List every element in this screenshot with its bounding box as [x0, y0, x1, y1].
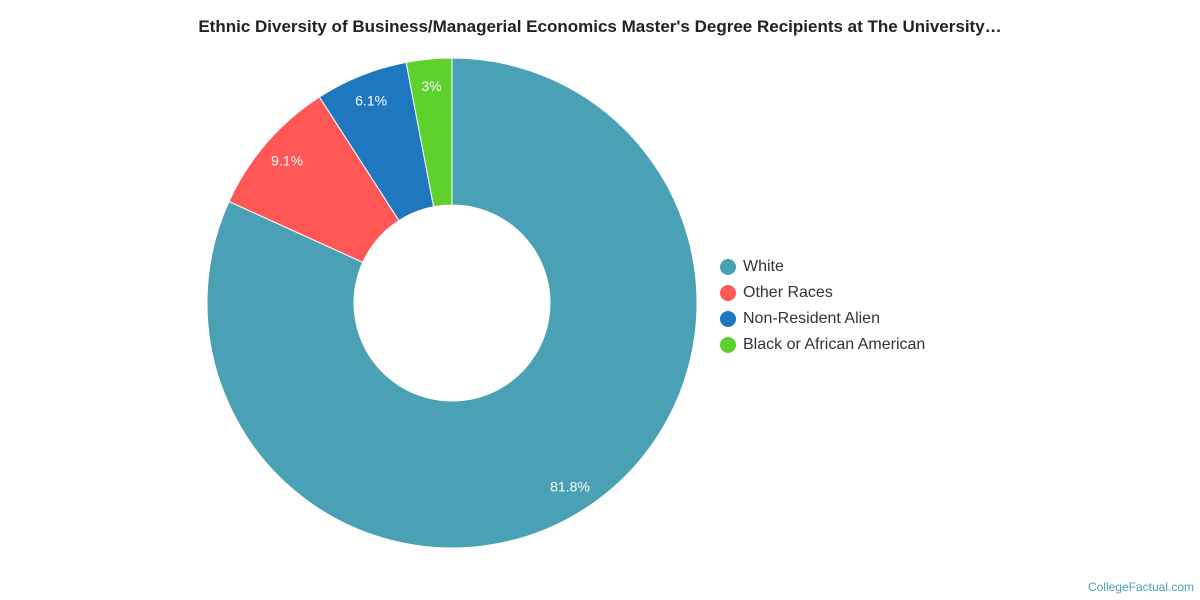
legend: White Other Races Non-Resident Alien Black …: [720, 254, 925, 358]
legend-label: Other Races: [743, 284, 833, 301]
data-label-white: 81.8%: [550, 478, 590, 494]
legend-label: Non-Resident Alien: [743, 310, 880, 327]
legend-swatch: [720, 259, 736, 275]
legend-item-other-races[interactable]: Other Races: [720, 280, 925, 306]
legend-label: White: [743, 258, 784, 275]
slice-black-or-african-american[interactable]: [405, 57, 453, 208]
legend-swatch: [720, 285, 736, 301]
data-label-other-races: 9.1%: [271, 152, 303, 168]
legend-swatch: [720, 311, 736, 327]
slice-white[interactable]: [206, 57, 698, 549]
legend-item-black-or-african-american[interactable]: Black or African American: [720, 332, 925, 358]
data-label-non-resident-alien: 6.1%: [355, 93, 387, 109]
source-credit-link[interactable]: CollegeFactual.com: [1087, 580, 1194, 594]
legend-swatch: [720, 337, 736, 353]
data-label-black-or-african-american: 3%: [421, 78, 441, 94]
chart-title: Ethnic Diversity of Business/Managerial …: [198, 17, 1002, 36]
legend-label: Black or African American: [743, 336, 926, 353]
legend-item-white[interactable]: White: [720, 254, 925, 280]
legend-item-non-resident-alien[interactable]: Non-Resident Alien: [720, 306, 925, 332]
